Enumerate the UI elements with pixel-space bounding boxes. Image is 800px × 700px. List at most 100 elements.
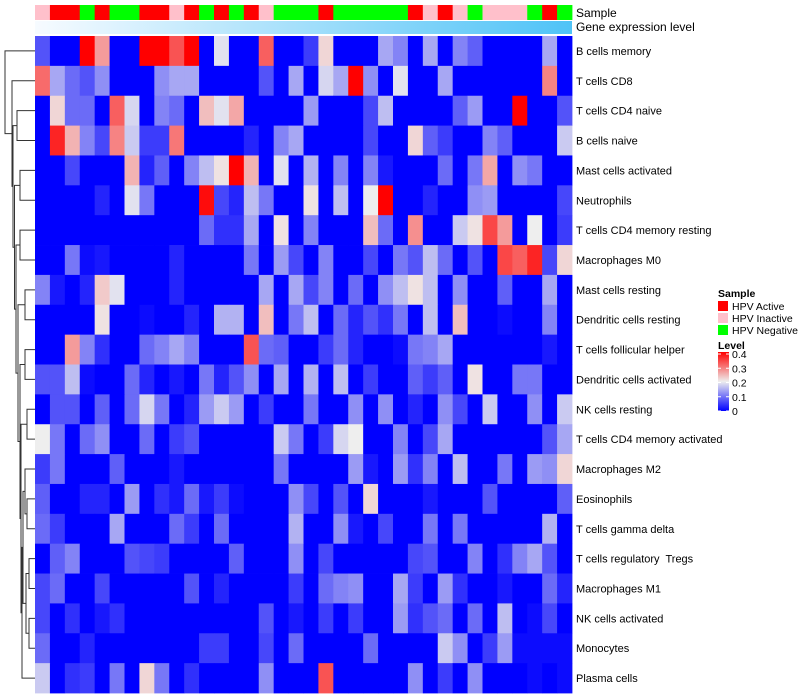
heatmap-cell [109, 245, 125, 276]
heatmap-cell [94, 95, 110, 126]
heatmap-cell [527, 95, 543, 126]
heatmap-cell [124, 95, 140, 126]
heatmap-cell [318, 334, 334, 365]
heatmap-cell [288, 454, 304, 485]
heatmap-cell [199, 633, 215, 664]
heatmap-cell [35, 394, 51, 425]
heatmap-cell [318, 513, 334, 545]
heatmap-cell [184, 454, 200, 485]
heatmap-cell [49, 215, 66, 246]
heatmap-cell [214, 65, 230, 97]
heatmap-cell [363, 65, 379, 97]
heatmap-cell [169, 215, 185, 246]
heatmap-cell [214, 334, 230, 365]
heatmap-cell [527, 65, 543, 97]
sample-annotation-cell [407, 5, 424, 20]
heatmap-cell [437, 125, 454, 156]
legend-level-colorbar [718, 352, 729, 411]
heatmap-cell [184, 185, 200, 216]
heatmap-cell [452, 125, 468, 156]
heatmap-cell [303, 125, 319, 156]
heatmap-cell [199, 215, 215, 246]
heatmap-cell [512, 573, 528, 604]
heatmap-cell [109, 185, 125, 216]
row-label: Macrophages M1 [576, 584, 661, 596]
heatmap-cell [318, 424, 334, 455]
heatmap-cell [378, 274, 394, 306]
heatmap-cell [109, 274, 125, 306]
heatmap-cell [318, 125, 334, 156]
heatmap-cell [184, 364, 200, 395]
heatmap-cell [184, 155, 200, 186]
heatmap-cell [243, 185, 260, 216]
heatmap-cell [35, 573, 51, 604]
heatmap-cell [154, 155, 170, 186]
heatmap-cell [348, 185, 364, 216]
heatmap-cell [35, 633, 51, 664]
heatmap-cell [303, 573, 319, 604]
heatmap-cell [228, 36, 245, 67]
heatmap-cell [527, 334, 543, 365]
heatmap-cell [333, 633, 349, 664]
heatmap-cell [512, 483, 528, 515]
heatmap-cell [482, 364, 498, 395]
heatmap-cell [94, 215, 110, 246]
heatmap-cell [393, 125, 409, 156]
heatmap-cell [512, 633, 528, 664]
heatmap-cell [228, 334, 245, 365]
heatmap-cell [139, 424, 155, 455]
heatmap-cell [94, 513, 110, 545]
heatmap-cell [482, 573, 498, 604]
heatmap-cell [497, 155, 513, 186]
heatmap-cell [154, 215, 170, 246]
heatmap-cell [154, 543, 170, 574]
heatmap-cell [273, 155, 289, 186]
heatmap-cell [422, 663, 439, 694]
heatmap-cell [303, 513, 319, 545]
heatmap-cell [139, 543, 155, 574]
heatmap-cell [273, 603, 289, 634]
heatmap-cell [109, 513, 125, 545]
heatmap-cell [169, 245, 185, 276]
heatmap-cell [214, 483, 230, 515]
heatmap-cell [184, 95, 200, 126]
heatmap-cell [318, 304, 334, 336]
sample-annotation-cell [348, 5, 364, 20]
heatmap-cell [452, 36, 468, 67]
heatmap-cell [109, 95, 125, 126]
heatmap-cell [243, 483, 260, 515]
heatmap-cell [243, 603, 260, 634]
heatmap-cell [199, 394, 215, 425]
heatmap-cell [333, 304, 349, 336]
heatmap-cell [363, 95, 379, 126]
heatmap-cell [422, 513, 439, 545]
heatmap-cell [393, 65, 409, 97]
heatmap-cell [109, 36, 125, 67]
heatmap-cell [452, 274, 468, 306]
heatmap-cell [49, 274, 66, 306]
dendrogram-branch [28, 617, 35, 649]
heatmap-cell [139, 185, 155, 216]
heatmap-cell [49, 603, 66, 634]
heatmap-cell [318, 95, 334, 126]
heatmap-cell [124, 215, 140, 246]
heatmap-cell [452, 245, 468, 276]
heatmap-cell [64, 364, 81, 395]
heatmap-cell [288, 573, 304, 604]
heatmap-cell [467, 513, 483, 545]
heatmap-cell [64, 95, 81, 126]
heatmap-cell [557, 185, 573, 216]
heatmap-cell [407, 364, 424, 395]
sample-annotation-cell [49, 5, 66, 20]
heatmap-cell [393, 215, 409, 246]
heatmap-cell [288, 603, 304, 634]
heatmap-cell [199, 603, 215, 634]
heatmap-cell [124, 633, 140, 664]
heatmap-cell [94, 364, 110, 395]
heatmap-cell [258, 185, 275, 216]
sample-annotation-label: Sample [576, 6, 617, 20]
heatmap-cell [557, 454, 573, 485]
row-label: B cells naive [576, 136, 638, 148]
heatmap-cell [452, 364, 468, 395]
heatmap-cell [303, 65, 319, 97]
